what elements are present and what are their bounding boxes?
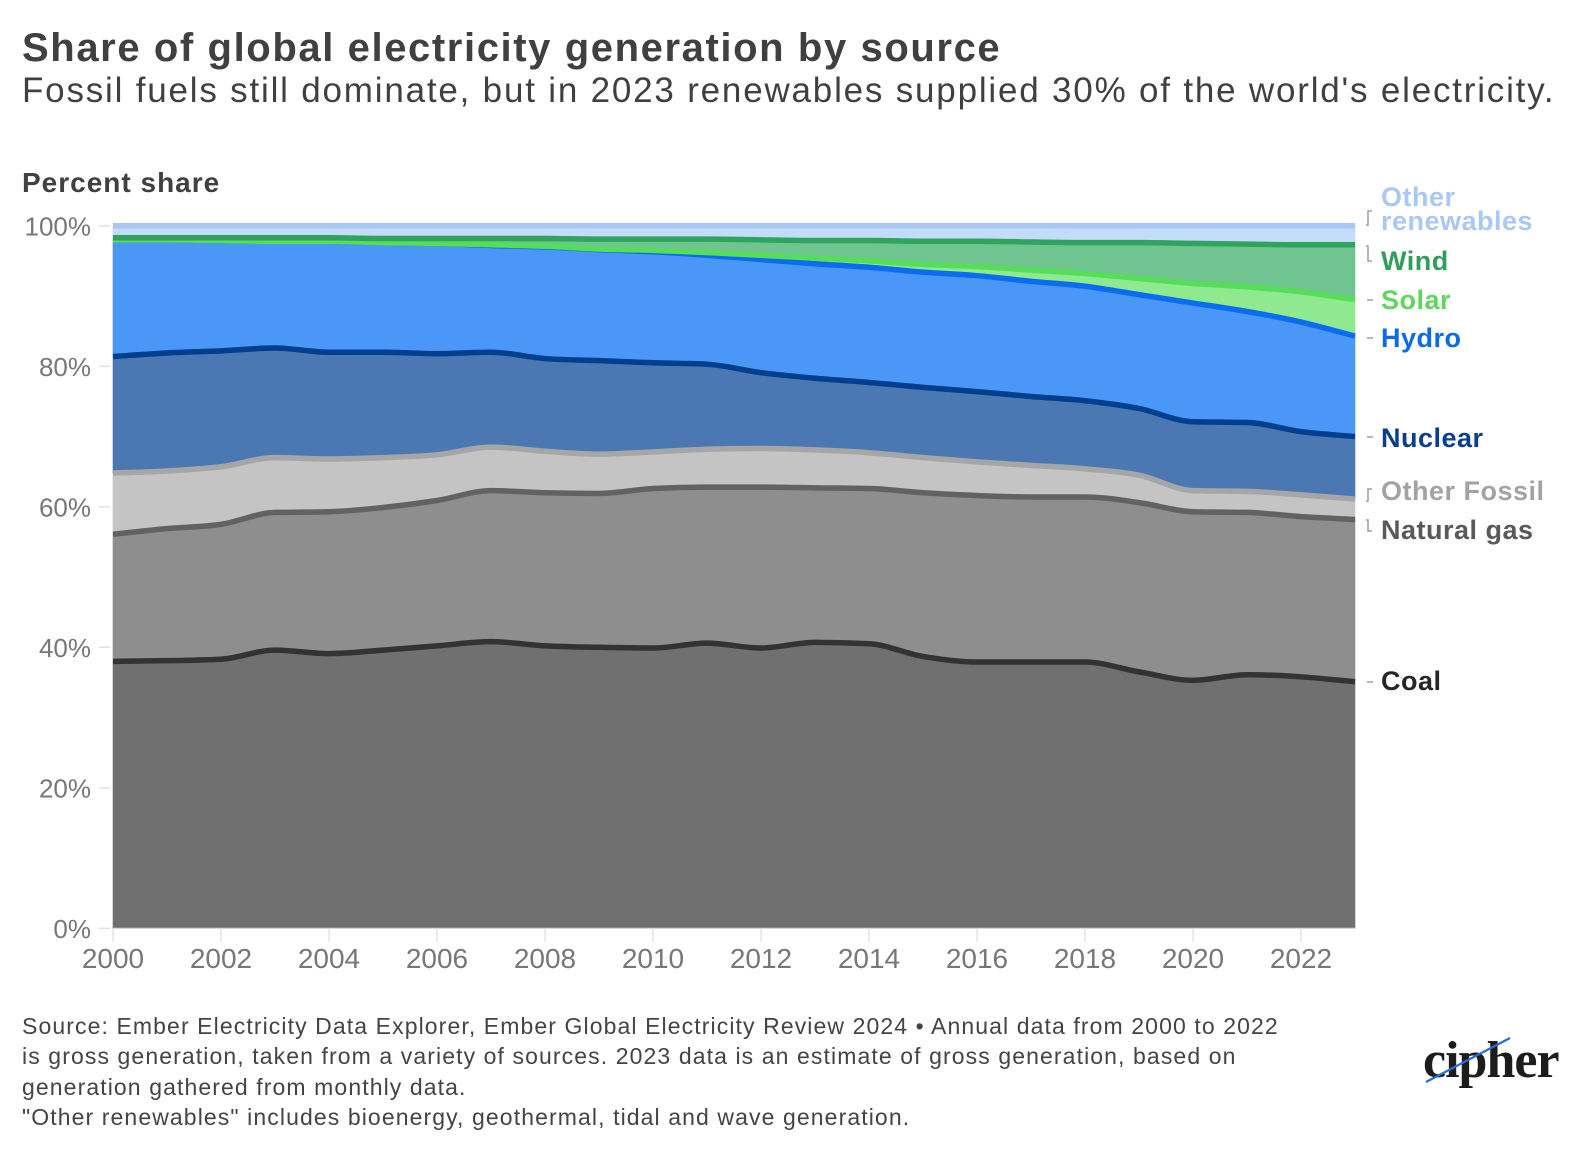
legend-label: Natural gas xyxy=(1381,515,1534,545)
line-other-fossil xyxy=(112,444,1356,502)
y-tick-label: 80% xyxy=(39,352,91,382)
legend-item-coal: Coal xyxy=(1367,666,1442,696)
legend-item-other-fossil: Other Fossil xyxy=(1366,476,1545,506)
legend-item-hydro: Hydro xyxy=(1367,323,1462,353)
x-tick-label: 2010 xyxy=(622,943,684,974)
legend-label: renewables xyxy=(1381,206,1533,236)
legend-label: Coal xyxy=(1381,666,1442,696)
legend-label: Nuclear xyxy=(1381,423,1484,453)
x-axis: 2000 2002 2004 2006 2008 2010 2012 2014 2016 2018… xyxy=(82,927,1355,974)
x-tick-label: 2022 xyxy=(1270,943,1332,974)
x-tick-label: 2016 xyxy=(946,943,1008,974)
stacked-area-chart: 0%20%40%60%80%100% 2000 2002 2004 2006 2008 2… xyxy=(25,182,1545,974)
x-tick-label: 2018 xyxy=(1054,943,1116,974)
legend-item-wind: Wind xyxy=(1366,245,1449,276)
legend-item-nuclear: Nuclear xyxy=(1367,423,1484,453)
chart-subtitle: Fossil fuels still dominate, but in 2023… xyxy=(22,71,1556,110)
logo-wordmark: cipher xyxy=(1423,1032,1559,1089)
legend-connector xyxy=(1366,488,1372,502)
x-tick-label: 2004 xyxy=(298,943,360,974)
source-line: Source: Ember Electricity Data Explorer,… xyxy=(22,1013,1279,1039)
direct-labels-legend: Coal Natural gas Other Fossil Nuclear Hydro S… xyxy=(1366,182,1545,696)
legend-item-solar: Solar xyxy=(1367,285,1451,315)
footnote: "Other renewables" includes bioenergy, g… xyxy=(22,1104,911,1131)
line-natural-gas xyxy=(112,484,1356,537)
y-axis: 0% 20% 40% 60% 80% 100% xyxy=(25,211,110,944)
x-tick-label: 2014 xyxy=(838,943,900,974)
legend-label: Other Fossil xyxy=(1381,476,1545,506)
y-axis-title: Percent share xyxy=(22,167,221,198)
area-coal xyxy=(112,641,1356,929)
logo-slash-mark xyxy=(1425,1037,1511,1083)
legend-label: Hydro xyxy=(1381,323,1462,353)
source-line: is gross generation, taken from a variet… xyxy=(22,1043,1237,1070)
x-tick-label: 2012 xyxy=(730,943,792,974)
legend-label: Solar xyxy=(1381,285,1451,315)
series-areas xyxy=(112,225,1356,929)
line-coal xyxy=(112,638,1356,685)
line-nuclear xyxy=(112,345,1356,440)
y-tick-label: 100% xyxy=(25,211,92,241)
legend-label: Wind xyxy=(1381,246,1449,276)
line-wind xyxy=(113,234,1355,248)
legend-connector xyxy=(1366,210,1372,226)
cipher-logo: cipher xyxy=(1423,1032,1560,1089)
y-tick-label: 20% xyxy=(39,773,91,803)
y-tick-label: 60% xyxy=(39,492,91,522)
source-line: generation gathered from monthly data. xyxy=(22,1073,467,1100)
line-solar xyxy=(112,237,1356,303)
legend-label: Other xyxy=(1381,182,1456,212)
x-tick-label: 2006 xyxy=(406,943,468,974)
x-tick-label: 2008 xyxy=(514,943,576,974)
legend-connector xyxy=(1366,245,1372,262)
series-lines xyxy=(112,223,1356,685)
chart-title: Share of global electricity generation b… xyxy=(22,26,1002,70)
legend-connector xyxy=(1366,519,1372,532)
x-tick-label: 2002 xyxy=(190,943,252,974)
chart-footer: Source: Ember Electricity Data Explorer,… xyxy=(22,1011,1279,1133)
x-tick-label: 2020 xyxy=(1162,943,1224,974)
y-tick-label: 40% xyxy=(39,633,91,663)
x-tick-label: 2000 xyxy=(82,943,144,974)
y-tick-label: 0% xyxy=(53,914,91,944)
legend-item-natural-gas: Natural gas xyxy=(1366,515,1534,545)
